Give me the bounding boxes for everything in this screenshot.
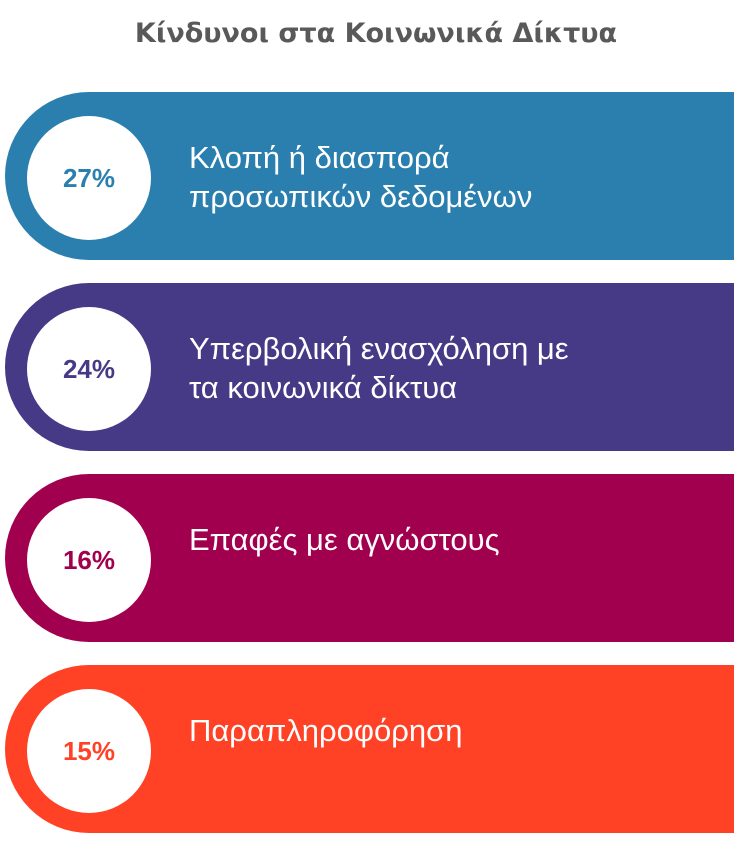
category-label-3: Επαφές με αγνώστους [189, 522, 500, 557]
value-label-4: 15% [27, 689, 151, 813]
category-label-2: Υπερβολική ενασχόληση με τα κοινωνικά δί… [189, 331, 569, 405]
risk-bars: 27% Κλοπή ή διασπορά προσωπικών δεδομένων… [5, 92, 734, 833]
value-label-3: 16% [27, 498, 151, 622]
bar-1: 27% Κλοπή ή διασπορά προσωπικών δεδομένων [5, 92, 734, 260]
category-label-1: Κλοπή ή διασπορά προσωπικών δεδομένων [189, 140, 533, 214]
category-label-4: Παραπληροφόρηση [189, 713, 463, 748]
value-label-1: 27% [27, 116, 151, 240]
chart-title: Κίνδυνοι στα Κοινωνικά Δίκτυα [134, 18, 618, 49]
bar-3: 16% Επαφές με αγνώστους [5, 474, 734, 642]
bar-4: 15% Παραπληροφόρηση [5, 665, 734, 833]
value-label-2: 24% [27, 307, 151, 431]
bar-2: 24% Υπερβολική ενασχόληση με τα κοινωνικά… [5, 283, 734, 451]
